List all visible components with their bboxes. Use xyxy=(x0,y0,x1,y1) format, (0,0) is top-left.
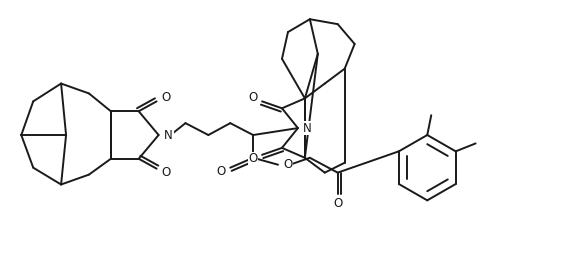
Text: O: O xyxy=(217,165,226,178)
Text: O: O xyxy=(283,158,293,171)
Text: N: N xyxy=(164,129,173,141)
Text: O: O xyxy=(161,166,170,179)
Text: O: O xyxy=(161,91,170,104)
Text: N: N xyxy=(302,121,311,135)
Text: O: O xyxy=(249,152,257,165)
Text: O: O xyxy=(249,91,257,104)
Text: O: O xyxy=(333,197,342,210)
